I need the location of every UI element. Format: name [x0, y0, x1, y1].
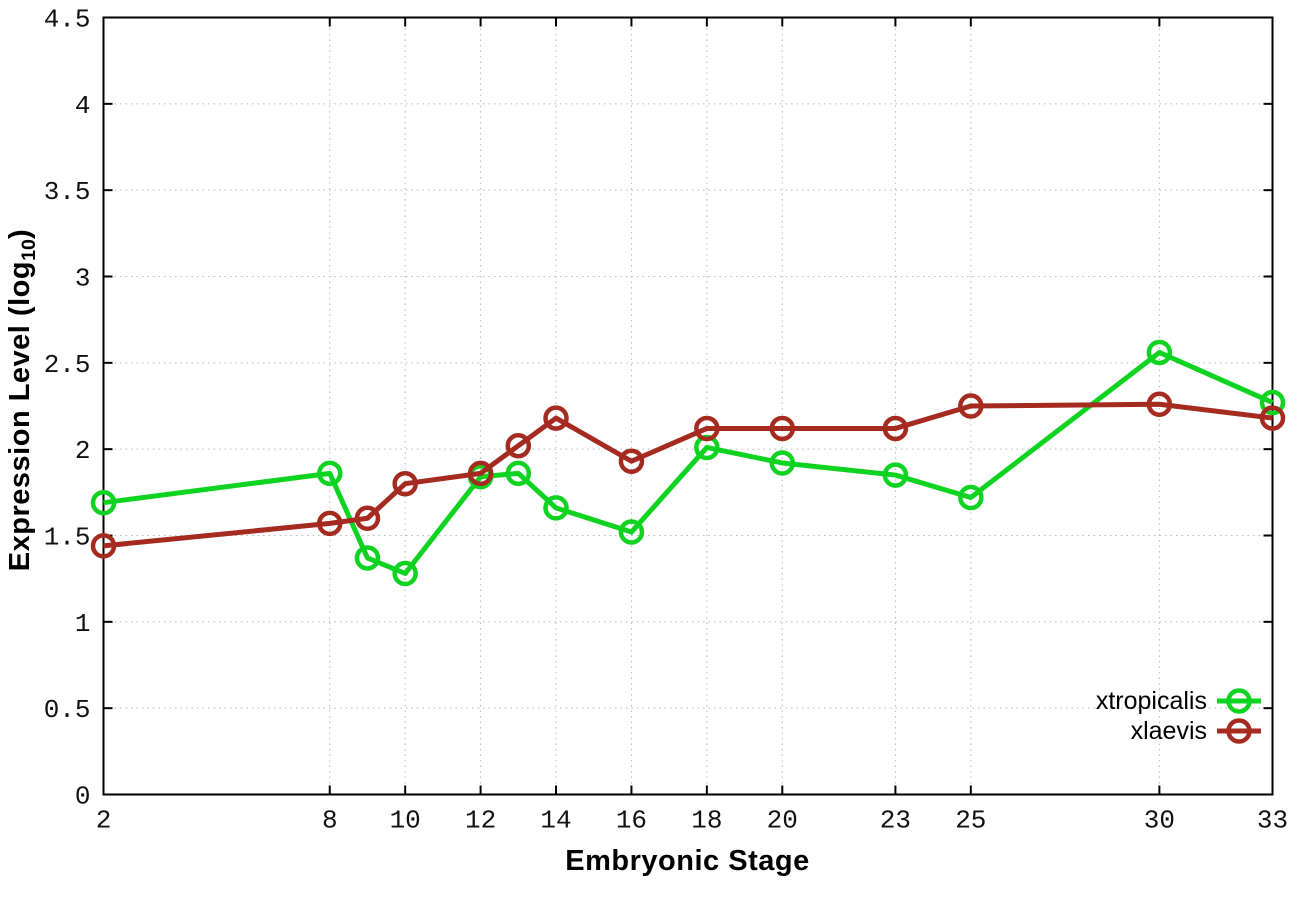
y-axis-title-subscript: 10 — [17, 239, 40, 261]
y-tick-label: 0.5 — [44, 695, 91, 725]
x-tick-label: 23 — [880, 806, 911, 836]
y-axis-title: Expression Level (log10) — [4, 150, 48, 650]
data-point-xlaevis — [1259, 405, 1286, 431]
data-point-xlaevis — [769, 415, 796, 442]
data-point-xlaevis — [317, 510, 343, 537]
data-point-xlaevis — [90, 533, 117, 559]
x-tick-label: 20 — [767, 806, 798, 836]
data-point-xlaevis — [1146, 391, 1173, 418]
data-point-xlaevis — [882, 415, 909, 442]
y-tick-label: 3 — [75, 264, 91, 294]
x-tick-label: 14 — [540, 806, 571, 836]
data-point-xtropicalis — [882, 462, 909, 488]
series-line-xlaevis — [103, 401, 1273, 549]
data-point-xlaevis — [958, 393, 984, 419]
data-point-xlaevis — [505, 432, 532, 459]
y-tick-label: 0 — [75, 782, 91, 812]
x-tick-label: 8 — [322, 806, 338, 836]
data-point-xlaevis — [694, 415, 720, 442]
data-point-xlaevis — [354, 505, 381, 531]
data-point-xlaevis — [618, 448, 645, 475]
data-point-xtropicalis — [90, 489, 117, 516]
legend-label-xtropicalis: xtropicalis — [1095, 687, 1207, 715]
x-tick-label: 25 — [955, 806, 986, 836]
y-tick-label: 4.5 — [44, 5, 91, 35]
legend-item-xlaevis: xlaevis — [1131, 716, 1262, 746]
data-point-xtropicalis — [543, 495, 569, 521]
x-tick-label: 2 — [96, 806, 112, 836]
legend-swatch-line-marker-icon — [1217, 718, 1261, 744]
x-tick-label: 30 — [1144, 806, 1175, 836]
data-point-xlaevis — [543, 405, 569, 431]
y-axis-title-close: ) — [4, 228, 36, 239]
legend-item-xtropicalis: xtropicalis — [1096, 686, 1262, 716]
y-tick-label: 1.5 — [44, 523, 91, 553]
data-point-xtropicalis — [354, 545, 381, 571]
y-axis-title-text: Expression Level (log — [4, 260, 36, 572]
data-point-xtropicalis — [392, 560, 418, 587]
legend-swatch-line-marker-icon — [1217, 688, 1261, 714]
y-tick-label: 3.5 — [44, 177, 91, 207]
data-point-xtropicalis — [1259, 389, 1286, 416]
y-tick-label: 4 — [75, 91, 91, 121]
y-tick-label: 2.5 — [44, 350, 91, 380]
y-tick-label: 1 — [75, 609, 91, 639]
data-point-xlaevis — [467, 460, 494, 487]
data-point-xtropicalis — [317, 460, 343, 487]
x-tick-label: 12 — [465, 806, 496, 836]
y-tick-label: 2 — [75, 436, 91, 466]
x-tick-label: 10 — [390, 806, 421, 836]
data-point-xtropicalis — [1146, 339, 1173, 366]
legend-label-xlaevis: xlaevis — [1130, 717, 1207, 745]
data-point-xlaevis — [392, 470, 418, 497]
legend: xtropicalis xlaevis — [1096, 686, 1262, 746]
data-point-xtropicalis — [618, 519, 645, 545]
series-line-xtropicalis — [103, 349, 1274, 576]
x-axis-title: Embryonic Stage — [565, 845, 810, 877]
data-point-xtropicalis — [769, 450, 796, 476]
x-tick-label: 16 — [616, 806, 647, 836]
data-point-xtropicalis — [958, 484, 984, 511]
data-point-xtropicalis — [505, 460, 532, 487]
x-tick-label: 33 — [1257, 806, 1288, 836]
x-tick-label: 18 — [691, 806, 722, 836]
